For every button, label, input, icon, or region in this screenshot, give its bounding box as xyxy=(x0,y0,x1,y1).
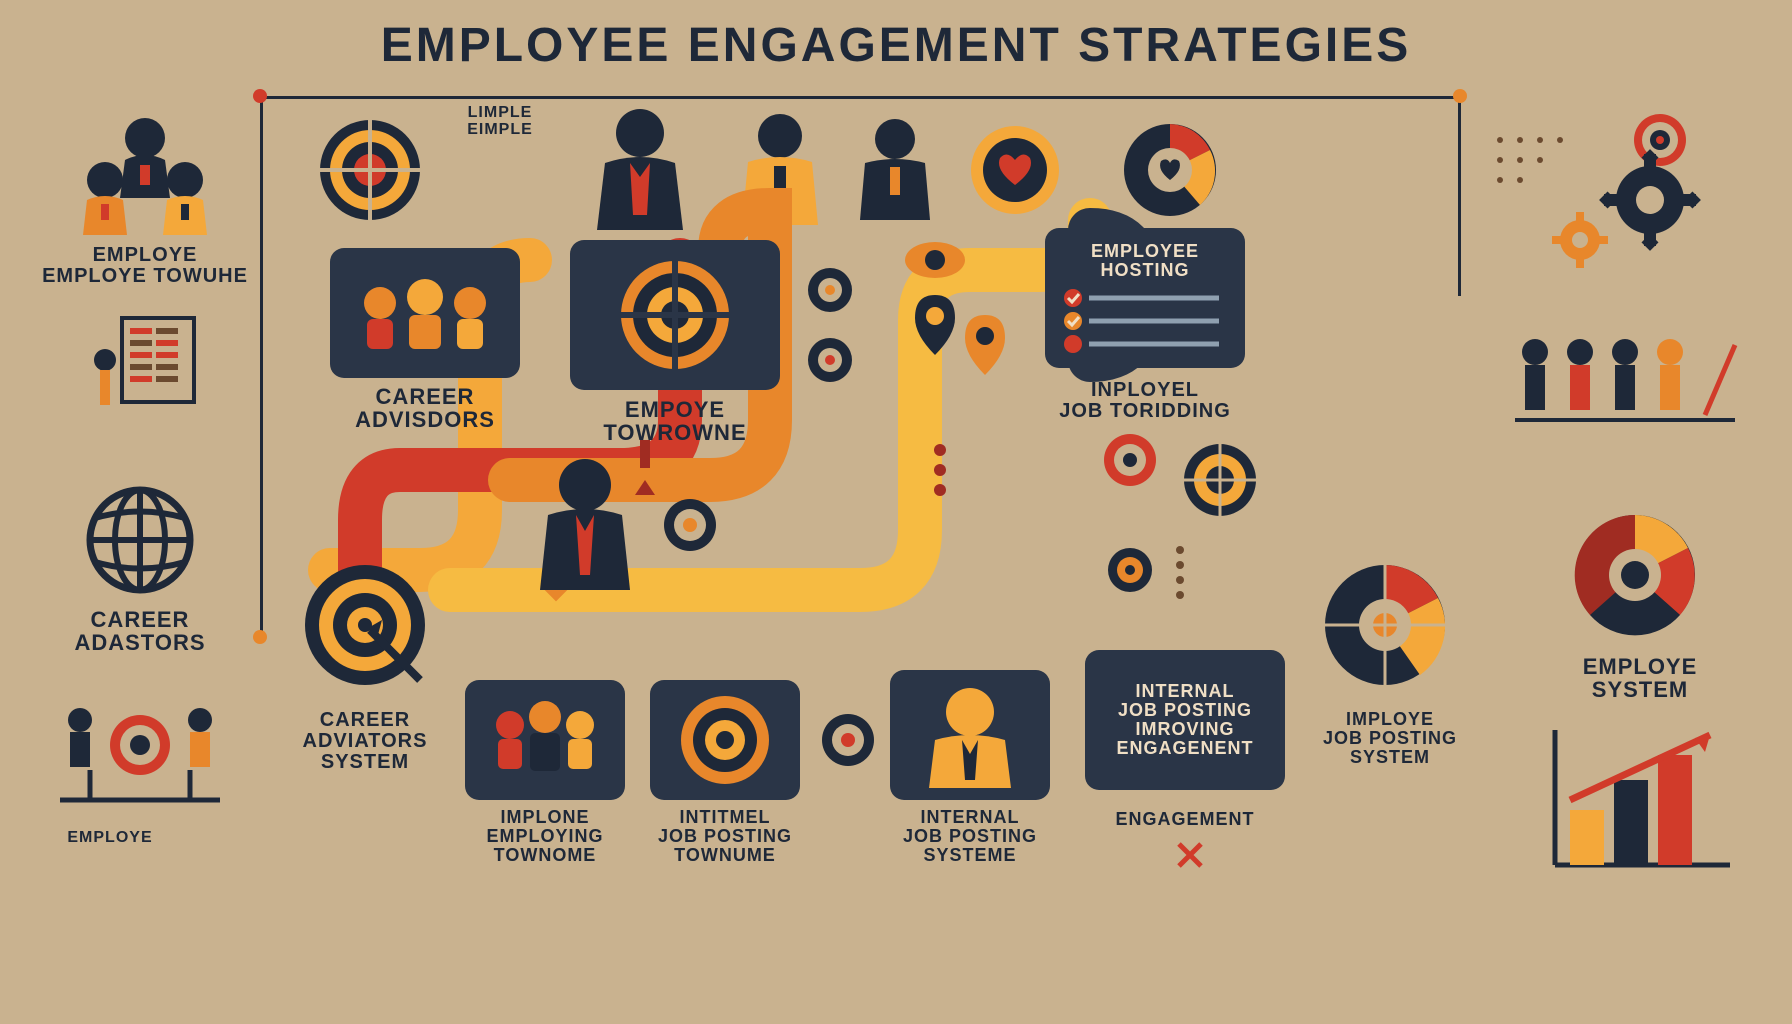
card-title: EMPLOYEE HOSTING xyxy=(1091,242,1199,280)
checklist-icon xyxy=(1059,286,1229,354)
label-career-advisors: CAREER ADVISDORS xyxy=(330,385,520,431)
label-internal-sys: INTERNAL JOB POSTING SYSTEME xyxy=(880,808,1060,865)
card-intitmel xyxy=(650,680,800,800)
label-implone: IMPLONE EMPLOYING TOWNOME xyxy=(455,808,635,865)
frame-left xyxy=(260,96,263,636)
people-row-icon xyxy=(1510,330,1740,450)
x-icon xyxy=(1175,840,1205,870)
people-trio-icon xyxy=(345,273,505,353)
gear-target-icon xyxy=(610,250,740,380)
left-label-1: EMPLOYE EMPLOYE TOWUHE xyxy=(40,245,250,287)
label-employe-towrowne: EMPOYE TOWROWNE xyxy=(570,398,780,444)
top-small-label: LIMPLE EIMPLE xyxy=(445,105,555,139)
people-group-icon xyxy=(55,110,235,240)
dot-grid-icon xyxy=(1490,130,1630,250)
frame-dot xyxy=(253,630,267,644)
pin-icon xyxy=(960,310,1010,380)
label-inployel-job: INPLOYEL JOB TORIDDING xyxy=(1040,380,1250,422)
people-trio-icon xyxy=(480,695,610,785)
left-label-2: CAREER ADASTORS xyxy=(55,608,225,654)
donut-icon xyxy=(1310,550,1460,700)
bar-chart-icon xyxy=(1540,720,1740,880)
card-career-advisors xyxy=(330,248,520,378)
clipboard-icon xyxy=(90,310,200,410)
frame-dot xyxy=(1453,89,1467,103)
donut-chart-icon xyxy=(1560,500,1710,650)
label-engagement: ENGAGEMENT xyxy=(1090,810,1280,829)
card-internal-sys xyxy=(890,670,1050,800)
small-target-icon xyxy=(818,710,878,770)
small-circles-icon xyxy=(800,260,890,460)
card-label: INTERNAL JOB POSTING IMROVING ENGAGENENT xyxy=(1116,682,1253,758)
card-implone xyxy=(465,680,625,800)
card-employe-towrowne xyxy=(570,240,780,390)
target-icon xyxy=(670,690,780,790)
frame-dot xyxy=(253,89,267,103)
label-career-system: CAREER ADVIATORS SYSTEM xyxy=(280,710,450,773)
pin-icon xyxy=(910,290,960,360)
people-target-icon xyxy=(40,690,240,820)
right-label-1: EMPLOYE SYSTEM xyxy=(1560,655,1720,701)
eye-icon xyxy=(900,235,970,285)
left-label-3: EMPLOYE xyxy=(50,830,170,847)
label-imploye-sys: IMPLOYE JOB POSTING SYSTEM xyxy=(1300,710,1480,767)
page-title: EMPLOYEE ENGAGEMENT STRATEGIES xyxy=(0,18,1792,73)
businessman-icon xyxy=(530,455,640,595)
person-icon xyxy=(915,680,1025,790)
label-intitmel: INTITMEL JOB POSTING TOWNUME xyxy=(640,808,810,865)
card-internal-improv: INTERNAL JOB POSTING IMROVING ENGAGENENT xyxy=(1085,650,1285,790)
frame-top xyxy=(260,96,1460,99)
small-target-icon xyxy=(660,495,720,555)
globe-icon xyxy=(80,480,200,600)
bullseye-arrow-icon xyxy=(290,550,440,700)
card-employee-hosting: EMPLOYEE HOSTING xyxy=(1045,228,1245,368)
